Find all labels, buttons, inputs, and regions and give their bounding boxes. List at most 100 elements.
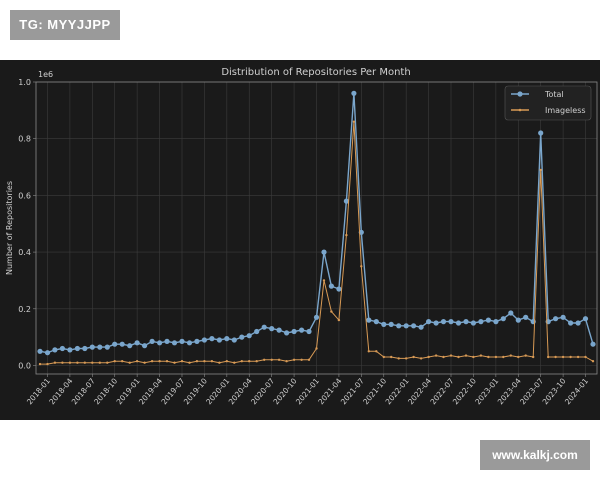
series-total: [37, 90, 596, 356]
series-imageless: [38, 120, 595, 366]
series-total-point: [448, 319, 454, 325]
series-imageless-point: [173, 361, 176, 364]
series-total-point: [157, 340, 163, 346]
series-imageless-point: [352, 120, 356, 123]
series-imageless-point: [158, 360, 161, 363]
series-imageless-point: [233, 361, 236, 364]
series-total-point: [119, 341, 125, 347]
legend-imageless-label: Imageless: [545, 106, 586, 115]
series-imageless-point: [464, 354, 468, 357]
series-total-point: [254, 328, 260, 335]
series-total-point: [493, 319, 499, 325]
y-tick-label: 0.2: [18, 305, 31, 314]
series-imageless-point: [106, 361, 109, 364]
series-total-point: [67, 347, 73, 353]
series-imageless-point: [554, 355, 557, 359]
series-imageless-point: [150, 360, 154, 363]
series-total-point: [418, 324, 424, 330]
series-imageless-point: [584, 355, 587, 359]
series-total-point: [104, 344, 110, 350]
series-imageless-point: [195, 360, 199, 363]
series-total-point: [89, 344, 95, 350]
series-total-point: [523, 314, 529, 320]
series-imageless-point: [360, 265, 363, 268]
series-imageless-point: [427, 355, 430, 359]
series-imageless-point: [285, 360, 288, 363]
series-imageless-point: [382, 355, 385, 359]
series-total-point: [74, 345, 80, 352]
series-total-point: [59, 345, 65, 352]
series-imageless-point: [270, 358, 273, 361]
series-imageless-point: [539, 168, 542, 172]
series-total-point: [366, 317, 372, 323]
series-imageless-point: [472, 355, 475, 359]
series-imageless-point: [46, 362, 49, 366]
series-imageless-point: [337, 318, 341, 322]
series-total-point: [582, 316, 589, 322]
series-total-point: [261, 324, 267, 330]
series-total-point: [560, 314, 566, 320]
series-imageless-point: [457, 355, 460, 359]
series-total-point: [455, 320, 462, 326]
series-total-point: [97, 344, 103, 350]
series-imageless-point: [68, 361, 72, 364]
series-imageless-point: [479, 354, 483, 357]
series-imageless-point: [121, 360, 124, 363]
series-imageless-point: [307, 358, 311, 361]
series-total-point: [433, 320, 439, 326]
series-total-point: [216, 337, 222, 343]
y-tick-label: 0.8: [18, 135, 31, 144]
series-imageless-point: [143, 361, 146, 364]
series-total-point: [52, 347, 58, 353]
series-total-point: [485, 317, 491, 323]
series-total-point: [171, 340, 178, 346]
series-total-point: [396, 323, 402, 329]
series-total-point: [343, 198, 349, 204]
series-total-point: [381, 321, 387, 327]
series-total-point: [186, 340, 193, 346]
y-axis-label: Number of Repositories: [5, 181, 14, 275]
series-imageless-point: [315, 347, 318, 350]
series-imageless-point: [83, 361, 87, 364]
series-total-point: [568, 320, 574, 326]
channel-tag-label: TG: MYYJJPP: [10, 10, 120, 40]
series-total-point: [127, 343, 133, 349]
series-imageless-point: [569, 355, 572, 359]
y-tick-label: 0.6: [18, 191, 31, 200]
series-total-point: [134, 340, 140, 346]
series-total-point: [37, 348, 43, 354]
series-total-point: [388, 321, 394, 327]
series-imageless-point: [509, 354, 512, 357]
series-imageless-point: [487, 355, 490, 359]
series-imageless-point: [375, 350, 378, 353]
y-tick-label: 0.4: [18, 248, 31, 257]
series-total-point: [500, 316, 506, 322]
y-tick-labels: 0.0 0.2 0.4 0.6 0.8 1.0: [18, 78, 36, 370]
series-total-point: [538, 130, 544, 136]
series-imageless-point: [345, 233, 348, 237]
series-total-point: [478, 319, 484, 325]
series-imageless-point: [135, 360, 139, 363]
series-total-point: [246, 333, 252, 339]
series-total-point: [269, 326, 275, 332]
series-imageless-point: [449, 354, 453, 357]
y-tick-label: 0.0: [18, 361, 31, 370]
series-total-point: [276, 327, 282, 333]
series-imageless-point: [390, 355, 393, 359]
series-total-point: [411, 323, 417, 329]
series-imageless-point: [98, 361, 102, 364]
series-imageless-point: [524, 354, 527, 357]
series-imageless-point: [218, 361, 221, 364]
series-imageless-point: [442, 355, 445, 359]
series-total-point: [336, 286, 342, 292]
series-imageless-point: [128, 361, 131, 364]
series-imageless-point: [502, 355, 505, 359]
series-total-point: [194, 338, 200, 344]
series-imageless-point: [255, 360, 258, 363]
series-imageless-point: [412, 355, 415, 359]
series-total-point: [463, 319, 469, 325]
series-total-point: [351, 90, 357, 96]
series-total-point: [508, 310, 514, 316]
series-total-point: [231, 337, 237, 343]
series-total-point: [44, 350, 51, 356]
